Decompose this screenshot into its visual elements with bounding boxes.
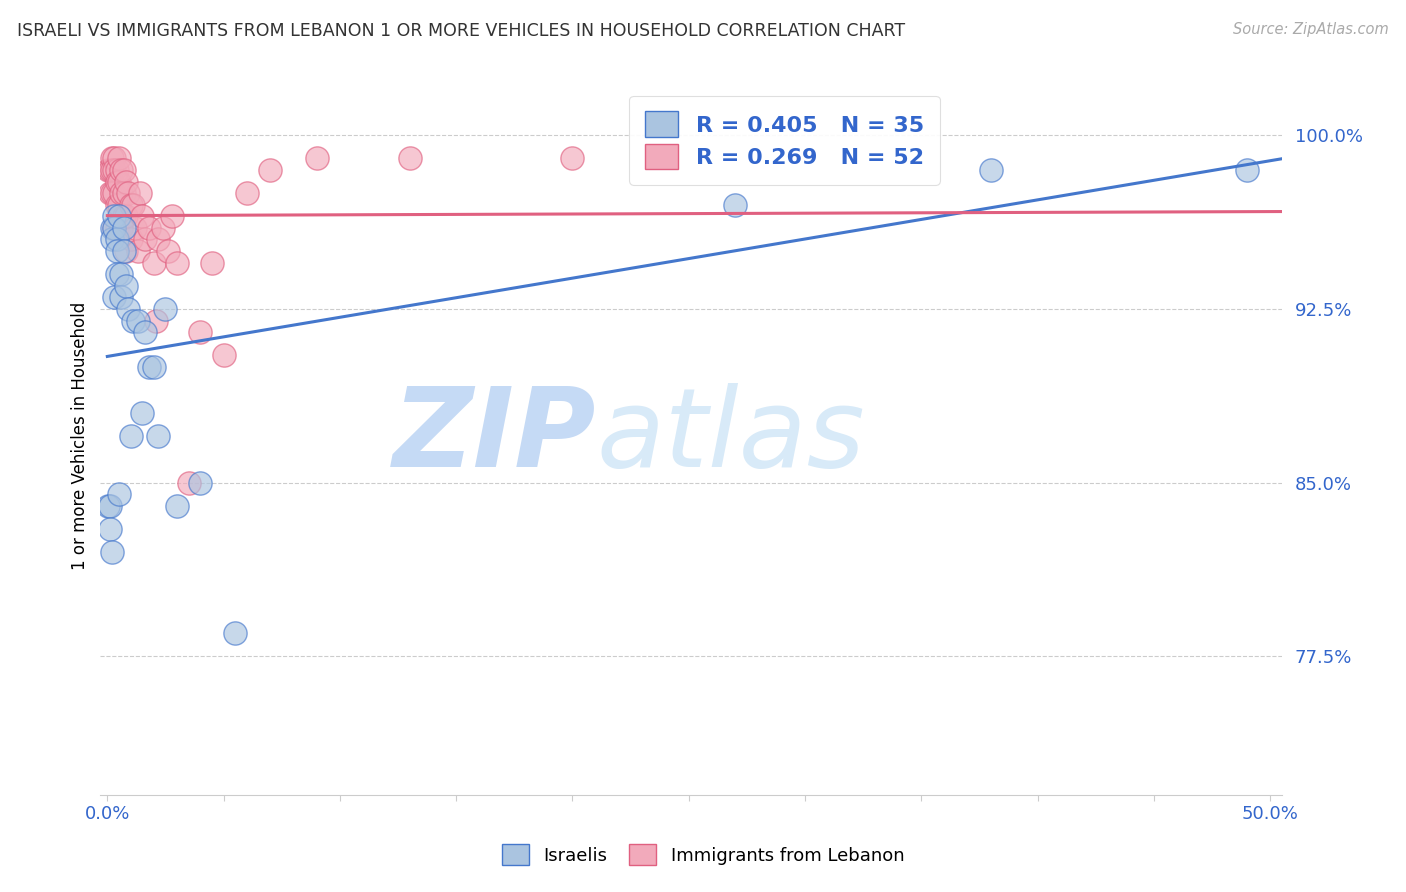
Y-axis label: 1 or more Vehicles in Household: 1 or more Vehicles in Household — [72, 302, 89, 570]
Point — [103, 221, 125, 235]
Point — [1236, 163, 1258, 178]
Point — [112, 244, 135, 258]
Point — [117, 186, 139, 201]
Point — [724, 198, 747, 212]
Point — [98, 499, 121, 513]
Point — [112, 210, 135, 224]
Text: atlas: atlas — [596, 383, 865, 490]
Point — [134, 325, 156, 339]
Point — [236, 186, 259, 201]
Point — [108, 175, 131, 189]
Point — [98, 163, 121, 178]
Legend: R = 0.405   N = 35, R = 0.269   N = 52: R = 0.405 N = 35, R = 0.269 N = 52 — [630, 95, 939, 185]
Point — [115, 244, 138, 258]
Point — [980, 163, 1002, 178]
Point — [101, 163, 124, 178]
Point — [398, 152, 420, 166]
Point — [103, 163, 125, 178]
Point — [105, 175, 128, 189]
Point — [108, 487, 131, 501]
Point — [201, 255, 224, 269]
Point — [101, 186, 124, 201]
Point — [120, 198, 142, 212]
Point — [561, 152, 583, 166]
Point — [148, 429, 170, 443]
Point — [101, 221, 124, 235]
Point — [305, 152, 328, 166]
Point — [134, 232, 156, 246]
Point — [127, 313, 149, 327]
Point — [120, 232, 142, 246]
Point — [259, 163, 281, 178]
Point — [110, 186, 132, 201]
Point — [122, 198, 145, 212]
Point — [115, 210, 138, 224]
Point — [156, 244, 179, 258]
Point — [131, 406, 153, 420]
Point — [212, 348, 235, 362]
Legend: Israelis, Immigrants from Lebanon: Israelis, Immigrants from Lebanon — [495, 837, 911, 872]
Point — [142, 359, 165, 374]
Point — [103, 221, 125, 235]
Point — [101, 545, 124, 559]
Point — [117, 301, 139, 316]
Point — [101, 152, 124, 166]
Point — [105, 232, 128, 246]
Point — [188, 475, 211, 490]
Point — [131, 210, 153, 224]
Point — [112, 163, 135, 178]
Point — [138, 359, 160, 374]
Point — [97, 163, 120, 178]
Point — [103, 210, 125, 224]
Point — [103, 186, 125, 201]
Point — [166, 499, 188, 513]
Point — [105, 163, 128, 178]
Point — [103, 152, 125, 166]
Point — [105, 221, 128, 235]
Point — [105, 198, 128, 212]
Text: ZIP: ZIP — [394, 383, 596, 490]
Point — [188, 325, 211, 339]
Point — [105, 267, 128, 281]
Text: Source: ZipAtlas.com: Source: ZipAtlas.com — [1233, 22, 1389, 37]
Point — [166, 255, 188, 269]
Point — [110, 221, 132, 235]
Point — [177, 475, 200, 490]
Point — [108, 198, 131, 212]
Point — [103, 290, 125, 304]
Point — [148, 232, 170, 246]
Point — [128, 186, 150, 201]
Point — [110, 267, 132, 281]
Point — [101, 232, 124, 246]
Point — [162, 210, 184, 224]
Point — [112, 221, 135, 235]
Point — [224, 626, 246, 640]
Point — [124, 221, 146, 235]
Point — [138, 221, 160, 235]
Point — [115, 278, 138, 293]
Point — [105, 244, 128, 258]
Point — [110, 163, 132, 178]
Point — [112, 186, 135, 201]
Point — [110, 290, 132, 304]
Point — [145, 313, 167, 327]
Point — [142, 255, 165, 269]
Point — [127, 244, 149, 258]
Point — [98, 186, 121, 201]
Point — [122, 313, 145, 327]
Point — [155, 301, 177, 316]
Point — [97, 499, 120, 513]
Text: ISRAELI VS IMMIGRANTS FROM LEBANON 1 OR MORE VEHICLES IN HOUSEHOLD CORRELATION C: ISRAELI VS IMMIGRANTS FROM LEBANON 1 OR … — [17, 22, 905, 40]
Point — [108, 210, 131, 224]
Point — [120, 429, 142, 443]
Point — [152, 221, 174, 235]
Point — [108, 152, 131, 166]
Point — [115, 175, 138, 189]
Point — [98, 522, 121, 536]
